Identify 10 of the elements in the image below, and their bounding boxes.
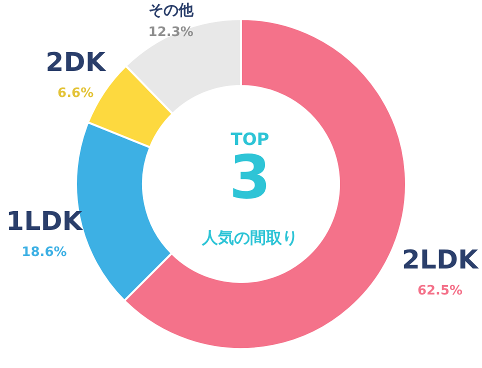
slice-label: 2DK: [46, 48, 106, 78]
slice-label: 2LDK: [402, 245, 480, 276]
data-label: 62.5%: [417, 283, 463, 298]
data-label: 12.3%: [148, 25, 194, 40]
data-label: 18.6%: [22, 244, 67, 260]
slice-label: その他: [148, 1, 194, 19]
text: 人気の間取り: [201, 228, 298, 247]
text: TOP: [230, 130, 270, 150]
slice-label: 1LDK: [6, 206, 84, 237]
data-label: 6.6%: [58, 86, 94, 102]
